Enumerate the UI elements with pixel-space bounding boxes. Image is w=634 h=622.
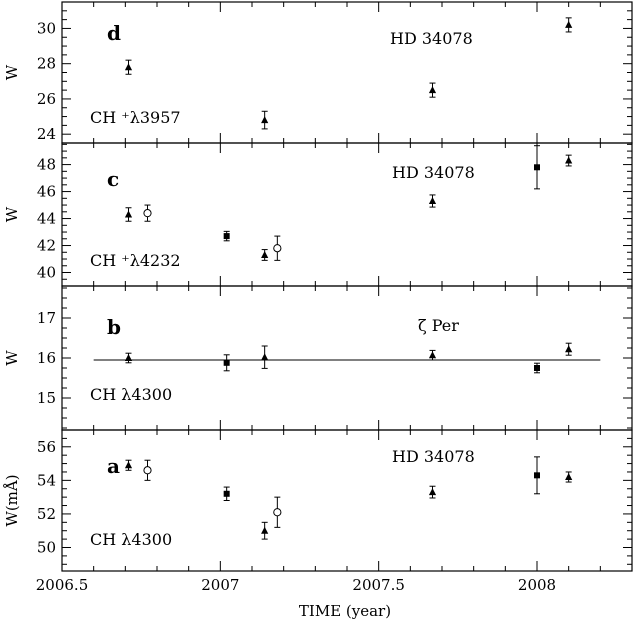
y-tick-label: 46	[37, 183, 56, 201]
y-tick-label: 50	[37, 539, 56, 557]
panel-a: 50 52 54 56 W(mÅ) a HD 34078 CH λ4300	[3, 429, 633, 572]
line-label: CH ⁺λ3957	[90, 108, 181, 127]
y-tick-label: 54	[37, 471, 56, 489]
data-point-triangle	[124, 354, 133, 361]
x-tick-label: 2007.5	[352, 576, 405, 594]
y-tick-label: 56	[37, 438, 56, 456]
data-point-square	[534, 164, 540, 171]
data-point-triangle	[565, 156, 573, 164]
data-point-square	[534, 472, 540, 479]
panel-frame	[61, 285, 633, 431]
star-name: HD 34078	[392, 447, 475, 466]
data-point-triangle	[565, 20, 573, 28]
data-point-triangle	[124, 63, 133, 71]
data-point-triangle	[428, 86, 437, 94]
data-point-triangle	[124, 461, 133, 469]
y-tick-label: 24	[37, 125, 56, 143]
panel-frame	[61, 429, 633, 572]
data-point-triangle	[261, 116, 269, 124]
y-tick-label: 26	[37, 90, 56, 108]
data-point-square	[223, 490, 230, 497]
data-point-circle	[143, 466, 152, 475]
y-tick-label: 15	[37, 389, 56, 407]
panel-letter: b	[107, 315, 121, 339]
line-label: CH λ4300	[90, 530, 172, 549]
star-name: HD 34078	[390, 29, 473, 48]
panel-c: 40 42 44 46 48 Wc HD 34078 CH ⁺λ4232	[3, 142, 633, 287]
y-axis-label: W	[3, 350, 21, 366]
data-point-triangle	[565, 345, 573, 353]
x-axis-label: TIME (year)	[299, 602, 391, 620]
data-point-triangle	[565, 473, 573, 480]
y-axis-label: W(mÅ)	[3, 474, 21, 526]
line-label: CH ⁺λ4232	[90, 251, 181, 270]
panel-letter: c	[107, 167, 119, 191]
data-point-square	[223, 233, 230, 240]
y-tick-label: 40	[37, 264, 56, 282]
data-point-triangle	[428, 351, 437, 359]
y-tick-label: 42	[37, 237, 56, 255]
panel-d: 24 26 28 30 Wd HD 34078 CH ⁺λ3957	[3, 1, 633, 144]
panel-b: 15 16 17 Wb ζ Per CH λ4300	[3, 285, 633, 431]
y-tick-label: 52	[37, 505, 56, 523]
x-tick-label: 2006.5	[36, 576, 89, 594]
x-tick-labels: 2006.5 2007 2007.5 2008	[36, 576, 556, 594]
panel-letter: d	[107, 21, 121, 45]
data-point-triangle	[428, 488, 437, 496]
line-label: CH λ4300	[90, 385, 172, 404]
y-tick-label: 30	[37, 19, 56, 37]
data-point-triangle	[261, 353, 269, 361]
y-tick-label: 17	[37, 309, 56, 327]
x-tick-label: 2008	[518, 576, 556, 594]
data-point-circle	[273, 244, 282, 253]
data-point-circle	[273, 508, 282, 517]
star-name: ζ Per	[418, 316, 459, 335]
data-point-triangle	[261, 250, 269, 258]
y-tick-label: 16	[37, 349, 56, 367]
data-point-triangle	[124, 210, 133, 218]
x-tick-label: 2007	[201, 576, 239, 594]
y-tick-label: 44	[37, 210, 56, 228]
y-axis-label: W	[3, 206, 21, 222]
y-tick-label: 28	[37, 55, 56, 73]
data-point-circle	[143, 209, 152, 218]
y-tick-label: 48	[37, 156, 56, 174]
data-point-triangle	[428, 197, 437, 205]
data-point-triangle	[261, 526, 269, 534]
data-point-square	[534, 365, 540, 371]
y-axis-label: W	[3, 64, 21, 80]
star-name: HD 34078	[392, 163, 475, 182]
panel-letter: a	[107, 454, 120, 478]
data-point-square	[223, 359, 230, 366]
